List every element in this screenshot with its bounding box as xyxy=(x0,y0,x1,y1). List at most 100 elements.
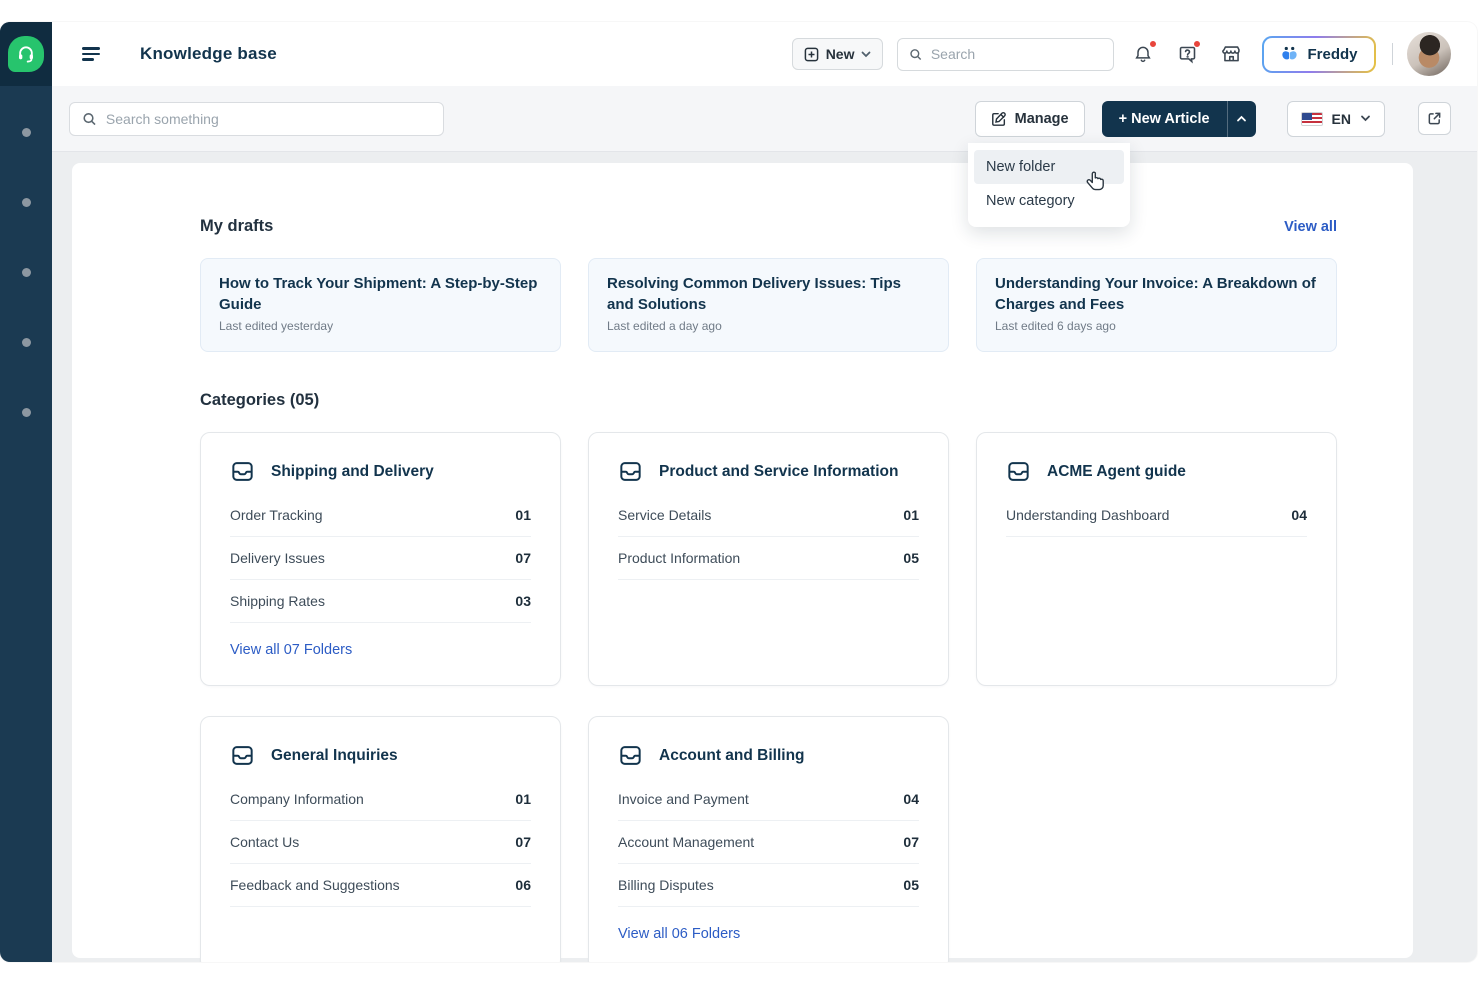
folder-name: Contact Us xyxy=(230,834,300,850)
marketplace-button[interactable] xyxy=(1216,39,1246,69)
new-article-label: + New Article xyxy=(1118,110,1210,127)
manage-button[interactable]: Manage xyxy=(974,100,1085,137)
header-divider xyxy=(1391,43,1393,65)
folder-article-count: 06 xyxy=(515,877,531,893)
folder-list: Order Tracking 01 Delivery Issues 07 Shi… xyxy=(230,494,531,623)
hamburger-menu-icon[interactable] xyxy=(82,47,102,61)
nav-dot[interactable] xyxy=(21,338,31,347)
draft-card[interactable]: Resolving Common Delivery Issues: Tips a… xyxy=(588,258,949,352)
folder-name: Billing Disputes xyxy=(618,877,714,893)
folder-row[interactable]: Contact Us 07 xyxy=(230,821,531,864)
folder-name: Feedback and Suggestions xyxy=(230,877,400,893)
kb-toolbar: Manage + New Article EN xyxy=(52,86,1477,152)
category-header[interactable]: Account and Billing xyxy=(618,743,919,768)
kb-panel: My drafts View all How to Track Your Shi… xyxy=(72,163,1413,962)
category-header[interactable]: ACME Agent guide xyxy=(1006,459,1307,484)
category-view-all-link[interactable]: View all 07 Folders xyxy=(230,642,353,658)
category-card: ACME Agent guide Understanding Dashboard… xyxy=(976,432,1337,686)
folder-list: Understanding Dashboard 04 xyxy=(1006,494,1307,537)
notification-badge xyxy=(1149,40,1158,48)
new-article-dropdown-menu: New folder New category xyxy=(968,143,1130,227)
user-avatar[interactable] xyxy=(1407,32,1451,76)
chevron-up-icon xyxy=(1237,115,1246,122)
category-card: Product and Service Information Service … xyxy=(588,432,949,686)
folder-row[interactable]: Billing Disputes 05 xyxy=(618,864,919,907)
language-selector[interactable]: EN xyxy=(1286,100,1385,137)
category-header[interactable]: Product and Service Information xyxy=(618,459,919,484)
draft-last-edited: Last edited a day ago xyxy=(607,318,722,333)
new-article-dropdown-toggle[interactable] xyxy=(1226,100,1256,137)
folder-name: Product Information xyxy=(618,550,741,566)
category-title: ACME Agent guide xyxy=(1047,462,1186,480)
nav-placeholder-dots xyxy=(21,128,31,417)
freddy-label: Freddy xyxy=(1307,45,1358,63)
category-header[interactable]: Shipping and Delivery xyxy=(230,459,531,484)
my-drafts-heading: My drafts xyxy=(200,217,274,235)
nav-dot[interactable] xyxy=(21,128,31,137)
folder-row[interactable]: Delivery Issues 07 xyxy=(230,537,531,580)
folder-row[interactable]: Shipping Rates 03 xyxy=(230,580,531,623)
folder-list: Service Details 01 Product Information 0… xyxy=(618,494,919,580)
folder-article-count: 07 xyxy=(903,834,919,850)
new-article-button[interactable]: + New Article xyxy=(1101,100,1227,137)
folder-article-count: 03 xyxy=(515,593,531,609)
folder-row[interactable]: Product Information 05 xyxy=(618,537,919,580)
category-inbox-icon xyxy=(232,462,253,481)
marketplace-icon xyxy=(1222,45,1240,61)
folder-row[interactable]: Order Tracking 01 xyxy=(230,494,531,537)
search-icon xyxy=(83,112,96,125)
category-title: Shipping and Delivery xyxy=(271,462,434,480)
left-nav-rail xyxy=(0,22,52,962)
page-title: Knowledge base xyxy=(140,44,277,63)
category-header[interactable]: General Inquiries xyxy=(230,743,531,768)
folder-row[interactable]: Feedback and Suggestions 06 xyxy=(230,864,531,907)
folder-article-count: 07 xyxy=(515,550,531,566)
notifications-button[interactable] xyxy=(1128,39,1158,69)
draft-last-edited: Last edited yesterday xyxy=(219,318,334,333)
category-title: Account and Billing xyxy=(659,746,805,764)
folder-list: Company Information 01 Contact Us 07 Fee… xyxy=(230,778,531,907)
plus-square-icon xyxy=(804,47,819,62)
category-view-all-link[interactable]: View all 06 Folders xyxy=(618,926,741,942)
top-header: Knowledge base New xyxy=(52,22,1477,86)
main-content: My drafts View all How to Track Your Shi… xyxy=(52,152,1477,962)
category-inbox-icon xyxy=(1008,462,1029,481)
folder-article-count: 04 xyxy=(903,791,919,807)
edit-icon xyxy=(991,111,1006,126)
us-flag-icon xyxy=(1300,111,1323,126)
nav-dot[interactable] xyxy=(21,198,31,207)
category-card: Shipping and Delivery Order Tracking 01 … xyxy=(200,432,561,686)
draft-card[interactable]: How to Track Your Shipment: A Step-by-St… xyxy=(200,258,561,352)
product-logo[interactable] xyxy=(0,22,52,86)
chevron-down-icon xyxy=(1361,115,1370,122)
folder-row[interactable]: Invoice and Payment 04 xyxy=(618,778,919,821)
nav-dot[interactable] xyxy=(21,408,31,417)
draft-title: Resolving Common Delivery Issues: Tips a… xyxy=(607,275,901,314)
folder-article-count: 05 xyxy=(903,877,919,893)
help-button[interactable] xyxy=(1172,39,1202,69)
freddy-button[interactable]: Freddy xyxy=(1262,36,1375,73)
manage-label: Manage xyxy=(1014,110,1069,127)
folder-name: Company Information xyxy=(230,791,364,807)
folder-name: Shipping Rates xyxy=(230,593,325,609)
kb-search-input[interactable] xyxy=(105,110,431,127)
new-button[interactable]: New xyxy=(791,38,884,70)
menu-item-new-category[interactable]: New category xyxy=(986,193,1075,209)
category-title: General Inquiries xyxy=(271,746,398,764)
global-search[interactable] xyxy=(897,37,1115,71)
menu-item-new-folder[interactable]: New folder xyxy=(974,150,1124,184)
help-badge xyxy=(1193,40,1202,48)
draft-card[interactable]: Understanding Your Invoice: A Breakdown … xyxy=(976,258,1337,352)
folder-row[interactable]: Account Management 07 xyxy=(618,821,919,864)
folder-row[interactable]: Understanding Dashboard 04 xyxy=(1006,494,1307,537)
kb-search[interactable] xyxy=(69,101,444,136)
folder-article-count: 01 xyxy=(903,507,919,523)
open-portal-button[interactable] xyxy=(1418,102,1451,135)
nav-dot[interactable] xyxy=(21,268,31,277)
folder-row[interactable]: Service Details 01 xyxy=(618,494,919,537)
global-search-input[interactable] xyxy=(930,46,1103,62)
folder-row[interactable]: Company Information 01 xyxy=(230,778,531,821)
drafts-view-all-link[interactable]: View all xyxy=(1284,218,1337,235)
folder-article-count: 07 xyxy=(515,834,531,850)
category-inbox-icon xyxy=(620,746,641,765)
